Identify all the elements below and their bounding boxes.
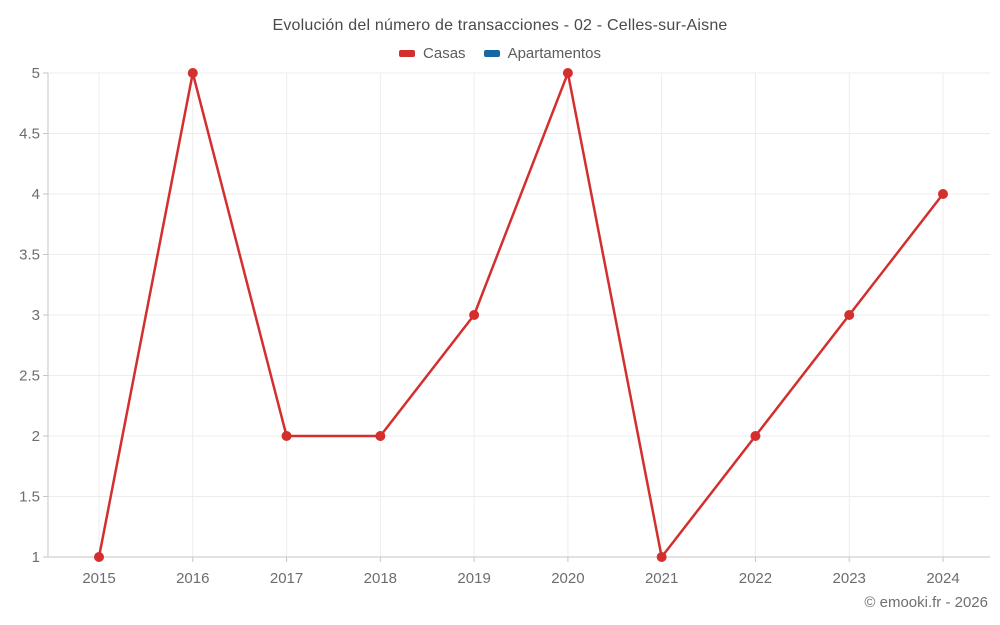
data-point[interactable] xyxy=(469,310,480,320)
data-point[interactable] xyxy=(562,68,573,78)
legend-label-casas: Casas xyxy=(423,45,466,62)
x-tick-label: 2024 xyxy=(926,570,959,587)
x-tick-label: 2016 xyxy=(176,570,209,587)
chart-title: Evolución del número de transacciones - … xyxy=(272,17,728,34)
y-tick-label: 4.5 xyxy=(19,126,40,143)
watermark: © emooki.fr - 2026 xyxy=(864,594,988,611)
data-point[interactable] xyxy=(750,431,761,441)
y-tick-label: 5 xyxy=(32,65,40,82)
y-tick-label: 2.5 xyxy=(19,368,40,385)
y-tick-label: 4 xyxy=(32,186,40,203)
x-tick-label: 2022 xyxy=(739,570,772,587)
data-point[interactable] xyxy=(187,68,198,78)
data-point[interactable] xyxy=(844,310,855,320)
x-tick-label: 2019 xyxy=(457,570,490,587)
legend-item-apartamentos[interactable]: Apartamentos xyxy=(483,45,601,62)
x-tick-label: 2023 xyxy=(833,570,866,587)
data-point[interactable] xyxy=(938,189,948,199)
x-tick-label: 2015 xyxy=(82,570,115,587)
legend-label-apartamentos: Apartamentos xyxy=(507,45,601,62)
y-tick-label: 3.5 xyxy=(19,247,40,264)
x-tick-label: 2018 xyxy=(364,570,397,587)
data-point[interactable] xyxy=(281,431,292,441)
y-tick-label: 1 xyxy=(32,549,40,566)
data-point[interactable] xyxy=(94,552,104,562)
x-tick-label: 2021 xyxy=(645,570,678,587)
series-line-casas xyxy=(97,71,945,559)
y-tick-label: 3 xyxy=(32,307,40,324)
x-tick-label: 2017 xyxy=(270,570,303,587)
y-tick-label: 2 xyxy=(32,428,40,445)
chart-legend: Casas Apartamentos xyxy=(0,45,1000,62)
x-tick-label: 2020 xyxy=(551,570,584,587)
casas-color-swatch xyxy=(399,50,416,57)
data-point[interactable] xyxy=(656,552,667,562)
y-tick-label: 1.5 xyxy=(19,489,40,506)
data-point[interactable] xyxy=(375,431,386,441)
apartamentos-color-swatch xyxy=(483,50,500,57)
legend-item-casas[interactable]: Casas xyxy=(399,45,466,62)
